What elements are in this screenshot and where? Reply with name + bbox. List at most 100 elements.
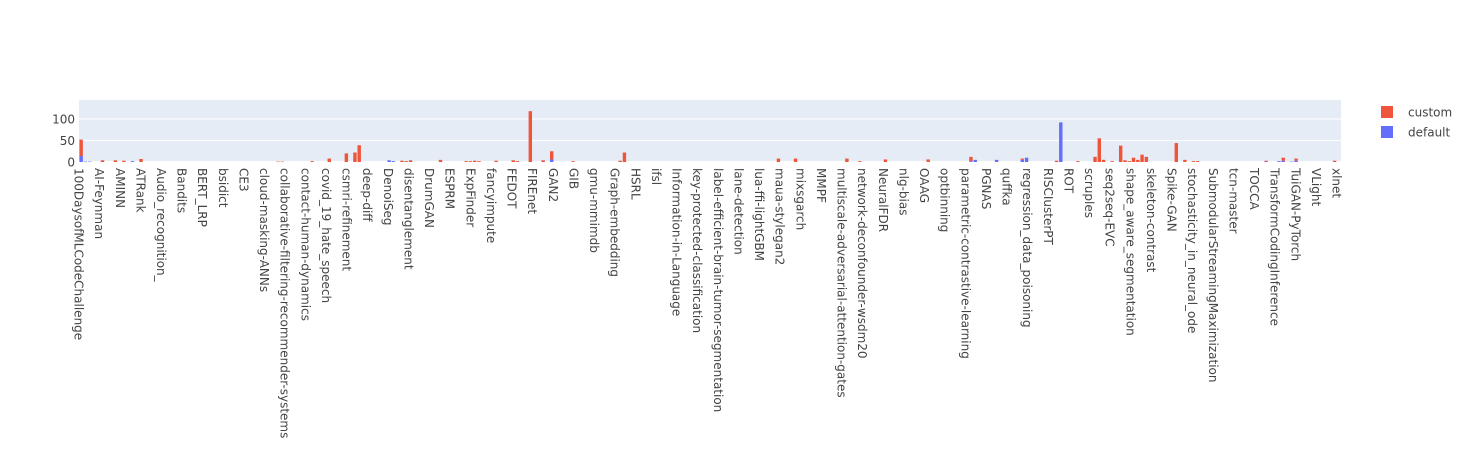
- bar-custom[interactable]: [438, 159, 443, 162]
- x-tick-label: cloud-masking-ANNs: [257, 168, 271, 292]
- bar-default[interactable]: [969, 161, 973, 162]
- x-tick-label: ESPRM: [443, 168, 457, 209]
- bar-custom[interactable]: [845, 158, 849, 162]
- bar-custom[interactable]: [1118, 145, 1123, 162]
- x-tick-label: maua-stylegan2: [773, 168, 787, 265]
- bar-custom[interactable]: [926, 159, 930, 162]
- bar-custom[interactable]: [622, 152, 627, 162]
- bar-custom[interactable]: [344, 153, 349, 162]
- bar-custom[interactable]: [327, 158, 331, 162]
- bar-custom[interactable]: [1281, 157, 1285, 161]
- bar-custom[interactable]: [139, 158, 143, 162]
- bar-custom[interactable]: [883, 159, 888, 162]
- bar-custom[interactable]: [571, 161, 575, 162]
- bar-custom[interactable]: [1136, 159, 1140, 162]
- x-tick-label: Information-in-Language: [670, 168, 684, 316]
- bar-default[interactable]: [1290, 161, 1294, 163]
- bar-default[interactable]: [1281, 160, 1285, 162]
- bar-default[interactable]: [1020, 159, 1024, 162]
- bar-custom[interactable]: [1191, 161, 1196, 162]
- bar-custom[interactable]: [1264, 160, 1268, 162]
- bar-default[interactable]: [130, 161, 135, 162]
- bar-custom[interactable]: [550, 151, 554, 160]
- bar-custom[interactable]: [1131, 157, 1136, 162]
- bar-custom[interactable]: [310, 161, 314, 162]
- bar-custom[interactable]: [528, 111, 533, 162]
- bar-default[interactable]: [973, 159, 977, 162]
- bar-custom[interactable]: [468, 161, 473, 162]
- bar-custom[interactable]: [1144, 156, 1149, 162]
- x-tick-label: nlg-bias: [896, 168, 910, 215]
- bar-custom[interactable]: [473, 160, 477, 162]
- x-tick-label: GAN2: [546, 168, 560, 202]
- bar-custom[interactable]: [276, 161, 280, 163]
- y-tick-label: 0: [67, 156, 75, 170]
- bar-custom[interactable]: [1097, 138, 1101, 162]
- bar-default[interactable]: [994, 159, 999, 162]
- bar-custom[interactable]: [400, 160, 404, 162]
- bar-custom[interactable]: [1020, 158, 1024, 160]
- bar-custom[interactable]: [408, 160, 413, 162]
- x-tick-label: lua-ffi-lightGBM: [752, 168, 766, 261]
- bar-custom[interactable]: [1332, 160, 1337, 162]
- bar-custom[interactable]: [357, 145, 361, 162]
- x-tick-label: fancyimpute: [484, 168, 498, 243]
- x-tick-label: skeleton-contrast: [1144, 168, 1158, 273]
- bar-custom[interactable]: [858, 161, 862, 162]
- bar-custom[interactable]: [79, 139, 83, 156]
- x-tick-label: VLight: [1309, 168, 1323, 206]
- bar-custom[interactable]: [1127, 161, 1131, 162]
- legend[interactable]: custom default: [1381, 106, 1452, 140]
- bar-default[interactable]: [83, 161, 88, 163]
- bar-custom[interactable]: [1101, 159, 1106, 162]
- bar-custom[interactable]: [1123, 160, 1127, 162]
- bar-custom[interactable]: [793, 158, 798, 162]
- bar-custom[interactable]: [353, 152, 357, 162]
- bar-custom[interactable]: [1195, 161, 1200, 162]
- x-tick-label: seq2seq-EVC: [1103, 168, 1117, 247]
- bar-default[interactable]: [550, 159, 554, 162]
- x-tick-label: MMPF: [814, 168, 828, 203]
- bar-custom[interactable]: [618, 160, 622, 162]
- bar-default[interactable]: [391, 161, 396, 162]
- bar-default[interactable]: [1059, 122, 1063, 162]
- bar-custom[interactable]: [122, 160, 126, 162]
- bar-custom[interactable]: [511, 160, 515, 162]
- bar-default[interactable]: [1294, 160, 1298, 162]
- x-tick-label: mixsgarch: [793, 168, 807, 230]
- bar-default[interactable]: [1024, 157, 1029, 162]
- bar-default[interactable]: [87, 161, 92, 163]
- bar-custom[interactable]: [477, 161, 481, 162]
- plot-background: [79, 100, 1341, 162]
- bar-custom[interactable]: [1093, 156, 1097, 162]
- x-tick-label: stochasticity_in_neural_ode: [1185, 168, 1199, 333]
- legend-item-default[interactable]: default: [1381, 126, 1451, 140]
- bar-default[interactable]: [387, 160, 391, 162]
- bar-custom[interactable]: [113, 160, 118, 162]
- bar-custom[interactable]: [1076, 161, 1080, 162]
- bar-custom[interactable]: [969, 156, 973, 162]
- bar-custom[interactable]: [1054, 160, 1059, 162]
- bar-custom[interactable]: [1140, 154, 1144, 162]
- bar-custom[interactable]: [280, 161, 284, 163]
- y-tick-label: 50: [60, 134, 75, 148]
- x-axis-ticks: 100DaysofMLCodeChallenge AI-Feynman AMINN A…: [72, 167, 1344, 438]
- bar-custom[interactable]: [541, 160, 545, 162]
- bar-custom[interactable]: [1174, 143, 1179, 162]
- x-tick-label: RISCIusterPT: [1041, 168, 1055, 246]
- bar-custom[interactable]: [100, 160, 105, 162]
- bar-custom[interactable]: [776, 158, 781, 162]
- x-tick-label: xlnet: [1330, 168, 1344, 198]
- bar-custom[interactable]: [1183, 159, 1187, 162]
- legend-item-custom[interactable]: custom: [1381, 106, 1452, 120]
- bar-custom[interactable]: [464, 161, 468, 162]
- bar-default[interactable]: [1277, 161, 1281, 162]
- bar-custom[interactable]: [494, 160, 498, 162]
- bar-custom[interactable]: [515, 161, 520, 162]
- bar-default[interactable]: [79, 155, 83, 162]
- bar-default[interactable]: [1264, 161, 1268, 163]
- bar-custom[interactable]: [1294, 158, 1298, 161]
- bar-custom[interactable]: [404, 161, 408, 162]
- bar-custom[interactable]: [1110, 161, 1114, 162]
